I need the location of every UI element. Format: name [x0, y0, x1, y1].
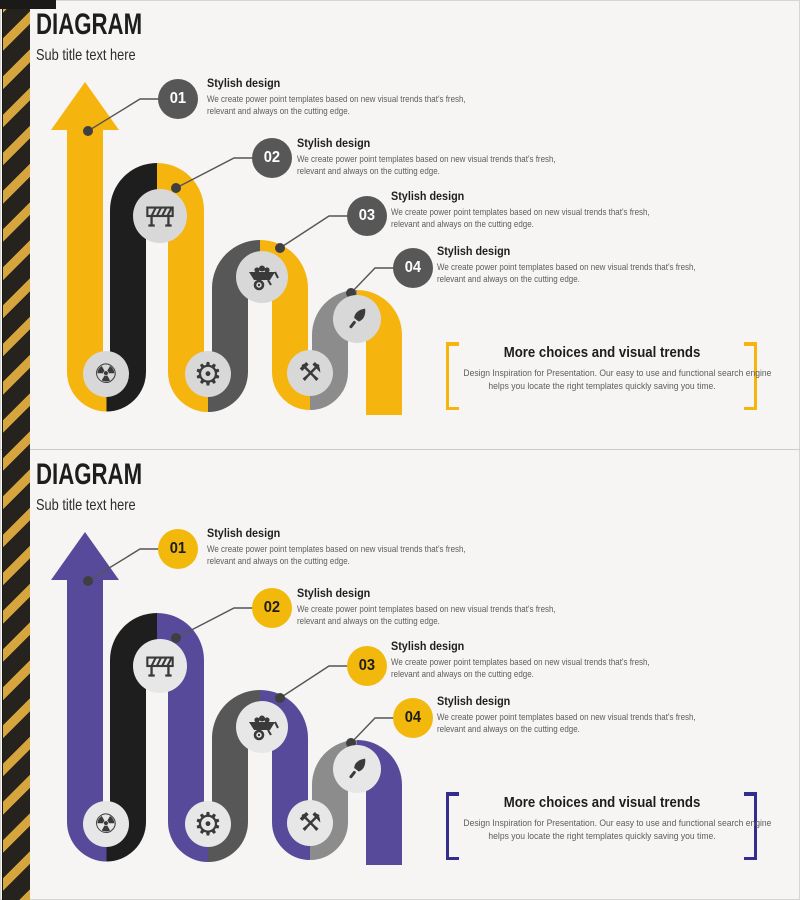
step-number-badge-01: 01	[158, 529, 198, 569]
leader-line-03	[279, 665, 350, 699]
step-body-line: We create power point templates based on…	[437, 712, 696, 723]
promo-bracket-left	[446, 342, 459, 410]
step-number-badge-03: 03	[347, 196, 387, 236]
leader-dot-02	[171, 633, 181, 643]
tools-icon: ⚒	[287, 350, 333, 396]
hazard-corner-bar	[0, 0, 56, 9]
trowel-icon	[333, 745, 381, 793]
slide-2: DIAGRAM Sub title text here 01 02 03 04 …	[0, 450, 800, 900]
step-heading: Stylish design	[207, 78, 281, 90]
step-number-badge-02: 02	[252, 138, 292, 178]
step-body-line: relevant and always on the cutting edge.	[207, 556, 350, 567]
wheelbarrow-icon	[236, 251, 288, 303]
trowel-icon	[333, 295, 381, 343]
leader-line-04	[350, 717, 396, 744]
step-item-02: Stylish design We create power point tem…	[297, 138, 605, 178]
radiation-icon: ☢	[83, 351, 129, 397]
step-item-02: Stylish design We create power point tem…	[297, 588, 605, 628]
radiation-icon: ☢	[83, 801, 129, 847]
promo-block: More choices and visual trends Design In…	[448, 342, 772, 393]
step-body-line: We create power point templates based on…	[207, 94, 466, 105]
step-body-line: relevant and always on the cutting edge.	[437, 724, 580, 735]
gear-icon: ⚙	[185, 351, 231, 397]
step-item-04: Stylish design We create power point tem…	[437, 246, 745, 286]
step-item-03: Stylish design We create power point tem…	[391, 641, 699, 681]
promo-body-line: Design Inspiration for Presentation. Our…	[463, 368, 772, 379]
promo-body-line: helps you locate the right templates qui…	[488, 380, 716, 392]
slide-1: DIAGRAM Sub title text here 01 02 03 04 …	[0, 0, 800, 450]
tools-icon: ⚒	[287, 800, 333, 846]
leader-dot-03	[275, 693, 285, 703]
arrow-head	[51, 532, 119, 580]
step-item-01: Stylish design We create power point tem…	[207, 78, 515, 118]
step-body-line: We create power point templates based on…	[297, 604, 556, 615]
gear-icon: ⚙	[185, 801, 231, 847]
leader-line-03	[279, 215, 350, 249]
step-body-line: We create power point templates based on…	[391, 207, 650, 218]
promo-block: More choices and visual trends Design In…	[448, 792, 772, 843]
leader-dot-03	[275, 243, 285, 253]
step-heading: Stylish design	[297, 138, 371, 150]
step-number-badge-03: 03	[347, 646, 387, 686]
step-body-line: relevant and always on the cutting edge.	[207, 106, 350, 117]
leader-line-04	[350, 267, 396, 294]
step-body-line: We create power point templates based on…	[207, 544, 466, 555]
step-body-line: relevant and always on the cutting edge.	[391, 219, 534, 230]
page-subtitle: Sub title text here	[36, 497, 136, 514]
hazard-stripe-band	[2, 0, 30, 900]
leader-line-01	[87, 548, 161, 582]
step-body-line: We create power point templates based on…	[297, 154, 556, 165]
promo-body-line: helps you locate the right templates qui…	[488, 830, 716, 842]
step-number-badge-04: 04	[393, 248, 433, 288]
promo-title: More choices and visual trends	[503, 794, 701, 811]
step-heading: Stylish design	[391, 641, 465, 653]
promo-title: More choices and visual trends	[503, 344, 701, 361]
step-heading: Stylish design	[207, 528, 281, 540]
step-heading: Stylish design	[437, 696, 511, 708]
barrier-icon	[133, 189, 187, 243]
step-body-line: We create power point templates based on…	[437, 262, 696, 273]
step-body-line: We create power point templates based on…	[391, 657, 650, 668]
step-item-01: Stylish design We create power point tem…	[207, 528, 515, 568]
step-body-line: relevant and always on the cutting edge.	[391, 669, 534, 680]
leader-dot-02	[171, 183, 181, 193]
leader-line-02	[175, 157, 255, 189]
leader-line-02	[175, 607, 255, 639]
leader-dot-01	[83, 576, 93, 586]
page-title: DIAGRAM	[36, 458, 143, 491]
leader-dot-01	[83, 126, 93, 136]
barrier-icon	[133, 639, 187, 693]
step-number-badge-02: 02	[252, 588, 292, 628]
step-heading: Stylish design	[297, 588, 371, 600]
page-subtitle: Sub title text here	[36, 47, 136, 64]
promo-bracket-left	[446, 792, 459, 860]
step-body-line: relevant and always on the cutting edge.	[437, 274, 580, 285]
step-item-04: Stylish design We create power point tem…	[437, 696, 745, 736]
step-item-03: Stylish design We create power point tem…	[391, 191, 699, 231]
step-number-badge-04: 04	[393, 698, 433, 738]
leader-line-01	[87, 98, 161, 132]
promo-body-line: Design Inspiration for Presentation. Our…	[463, 818, 772, 829]
step-body-line: relevant and always on the cutting edge.	[297, 166, 440, 177]
step-body-line: relevant and always on the cutting edge.	[297, 616, 440, 627]
step-heading: Stylish design	[391, 191, 465, 203]
step-number-badge-01: 01	[158, 79, 198, 119]
wheelbarrow-icon	[236, 701, 288, 753]
arrow-head	[51, 82, 119, 130]
page-title: DIAGRAM	[36, 8, 143, 41]
step-heading: Stylish design	[437, 246, 511, 258]
slide-divider-line	[0, 449, 800, 450]
